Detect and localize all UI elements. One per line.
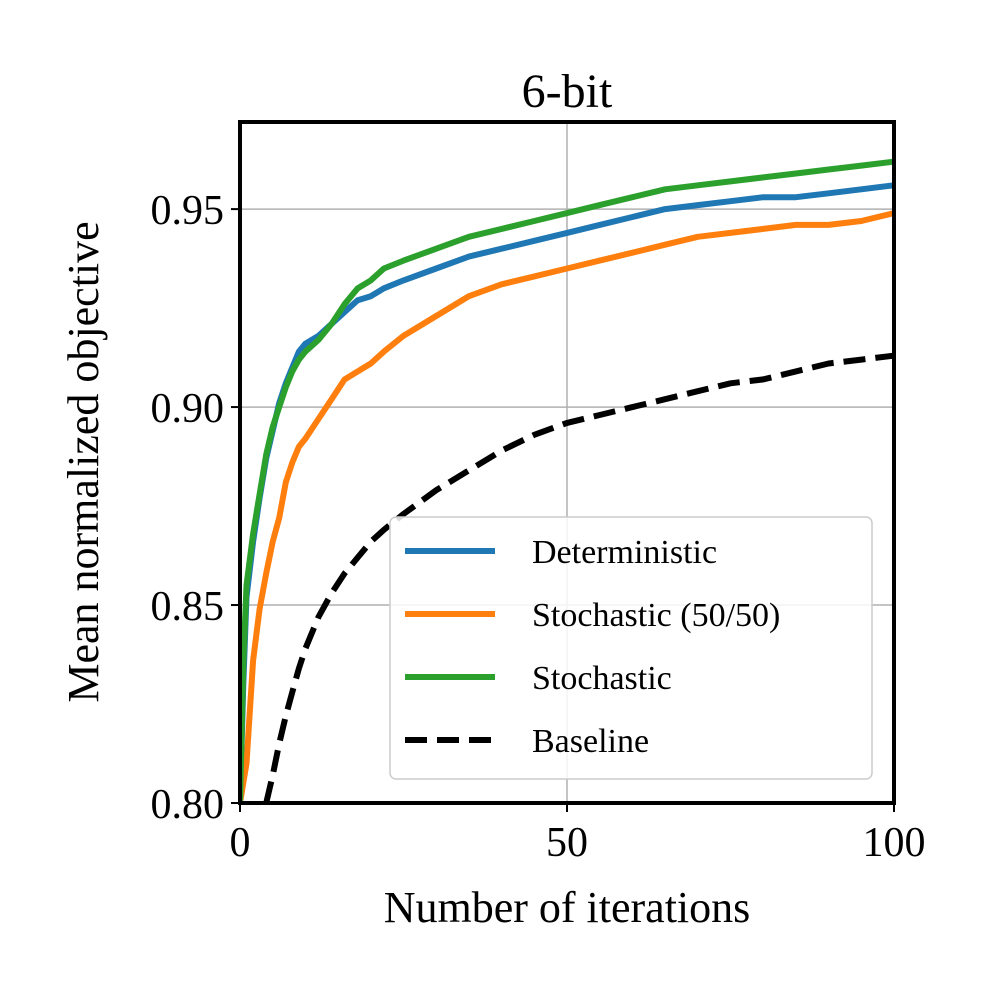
series-line-baseline bbox=[263, 352, 894, 803]
x-tick-label: 0 bbox=[230, 820, 251, 866]
y-axis-label: Mean normalized objective bbox=[59, 221, 108, 702]
y-tick-label: 0.90 bbox=[151, 386, 225, 432]
legend-label-stochastic: Stochastic bbox=[532, 660, 672, 697]
x-tick-label: 50 bbox=[546, 820, 588, 866]
series-line-stochastic bbox=[240, 158, 894, 803]
x-axis-label: Number of iterations bbox=[384, 883, 751, 932]
legend-label-stochastic-50-50: Stochastic (50/50) bbox=[532, 597, 780, 634]
legend-box bbox=[389, 516, 873, 780]
chart-title: 6-bit bbox=[522, 65, 613, 118]
legend-label-deterministic: Deterministic bbox=[532, 534, 717, 571]
series-line-stochastic-50-50 bbox=[240, 210, 894, 803]
axis-ticks: 0 50 100 0.80 0.85 0.90 0.95 bbox=[151, 188, 926, 866]
series-group bbox=[240, 158, 894, 803]
y-tick-label: 0.95 bbox=[151, 188, 225, 234]
x-tick-label: 100 bbox=[863, 820, 926, 866]
y-tick-label: 0.80 bbox=[151, 782, 225, 828]
y-tick-label: 0.85 bbox=[151, 584, 225, 630]
legend-label-baseline: Baseline bbox=[532, 723, 649, 760]
legend: Deterministic Stochastic (50/50) Stochasti… bbox=[389, 516, 873, 780]
